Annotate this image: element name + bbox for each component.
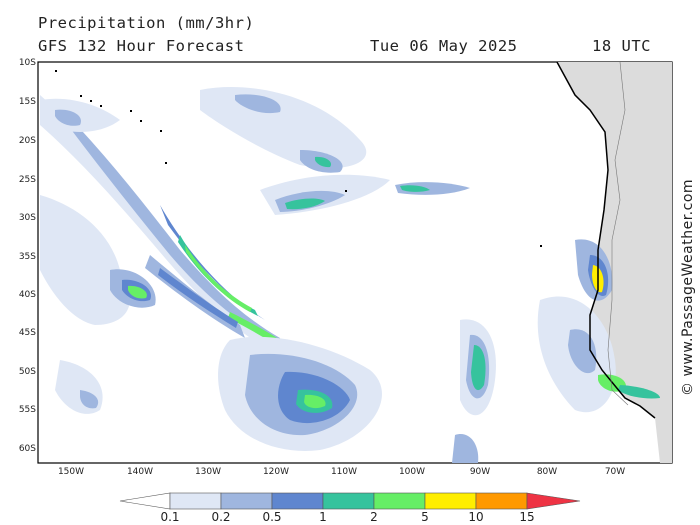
precip-layer xyxy=(40,62,672,463)
system-south xyxy=(55,336,382,451)
lon-label: 70W xyxy=(604,467,626,477)
lat-label: 15S xyxy=(18,97,36,107)
system-west xyxy=(40,195,156,325)
legend-label: 0.1 xyxy=(160,510,180,524)
lat-label: 20S xyxy=(18,136,36,146)
lat-label: 55S xyxy=(18,405,36,415)
lon-label: 130W xyxy=(194,467,222,477)
legend-swatch xyxy=(373,492,426,510)
lat-label: 30S xyxy=(18,213,36,223)
legend-swatch xyxy=(424,492,477,510)
lon-label: 120W xyxy=(262,467,290,477)
legend-label: 0.2 xyxy=(211,510,231,524)
legend-label: 15 xyxy=(519,510,535,524)
lon-label: 110W xyxy=(330,467,358,477)
legend-swatch xyxy=(322,492,375,510)
legend-swatch xyxy=(271,492,324,510)
lat-label: 35S xyxy=(18,252,36,262)
land-south-america xyxy=(557,62,672,463)
border-lines xyxy=(607,62,629,406)
lat-label: 50S xyxy=(18,367,36,377)
lon-label: 80W xyxy=(536,467,558,477)
lat-label: 60S xyxy=(18,444,36,454)
lat-label: 40S xyxy=(18,290,36,300)
forecast-label: GFS 132 Hour Forecast xyxy=(38,37,245,55)
pacific-islands xyxy=(55,70,542,247)
lat-label: 25S xyxy=(18,175,36,185)
legend-label: 0.5 xyxy=(262,510,282,524)
legend-label: 10 xyxy=(468,510,484,524)
legend-swatch xyxy=(475,492,528,510)
legend-label: 1 xyxy=(319,510,327,524)
map-title: Precipitation (mm/3hr) xyxy=(38,14,255,32)
legend-swatch xyxy=(220,492,273,510)
band-spcz xyxy=(40,95,300,365)
lon-label: 100W xyxy=(398,467,426,477)
forecast-date: Tue 06 May 2025 xyxy=(370,37,518,55)
band-secondary xyxy=(145,255,245,338)
lat-label: 10S xyxy=(18,58,36,68)
legend-swatch xyxy=(526,492,581,510)
legend-swatch xyxy=(119,492,171,510)
forecast-time: 18 UTC xyxy=(592,37,651,55)
legend-swatch xyxy=(169,492,222,510)
legend-label: 5 xyxy=(421,510,429,524)
legend-label: 2 xyxy=(370,510,378,524)
lon-label: 90W xyxy=(469,467,491,477)
lat-label: 45S xyxy=(18,328,36,338)
north-scatter xyxy=(40,87,470,215)
system-east xyxy=(452,239,660,463)
coastline xyxy=(556,62,656,419)
lon-label: 140W xyxy=(126,467,154,477)
lon-label: 150W xyxy=(57,467,85,477)
